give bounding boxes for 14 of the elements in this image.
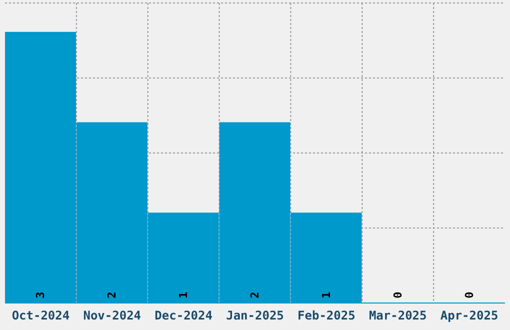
x-tick-label: Mar-2025 — [368, 308, 427, 323]
x-tick-label: Jan-2025 — [226, 308, 284, 323]
data-label: 0 — [462, 292, 476, 298]
data-label: 0 — [391, 292, 404, 298]
data-label: 1 — [320, 291, 333, 298]
x-tick-label: Feb-2025 — [298, 308, 356, 323]
x-tick-label: Dec-2024 — [154, 308, 212, 323]
x-tick-label: Oct-2024 — [12, 308, 70, 323]
x-tick-label: Apr-2025 — [440, 308, 498, 323]
data-label: 3 — [34, 292, 48, 298]
data-label: 1 — [177, 291, 190, 298]
x-tick-label: Nov-2024 — [83, 308, 142, 323]
data-label: 2 — [248, 292, 262, 298]
data-label: 2 — [106, 292, 119, 298]
